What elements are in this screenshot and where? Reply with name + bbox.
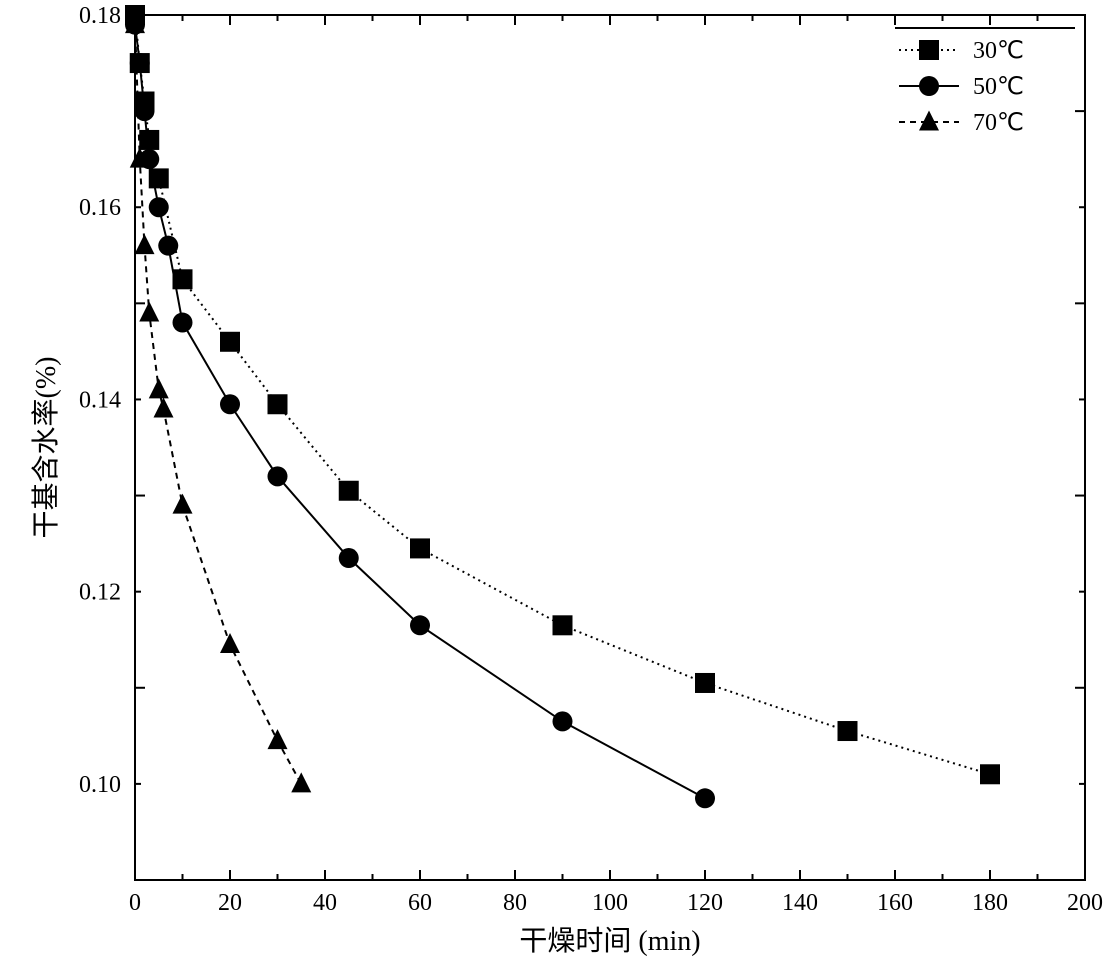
square-marker-icon <box>980 764 1000 784</box>
circle-marker-icon <box>149 197 169 217</box>
y-tick-label: 0.14 <box>79 387 121 413</box>
square-marker-icon <box>695 673 715 693</box>
x-tick-label: 80 <box>503 890 527 916</box>
square-marker-icon <box>339 481 359 501</box>
x-tick-label: 200 <box>1067 890 1103 916</box>
square-marker-icon <box>919 40 939 60</box>
x-tick-label: 60 <box>408 890 432 916</box>
square-marker-icon <box>838 721 858 741</box>
x-axis-label: 干燥时间 (min) <box>519 925 700 957</box>
square-marker-icon <box>553 615 573 635</box>
x-tick-label: 40 <box>313 890 337 916</box>
circle-marker-icon <box>339 548 359 568</box>
drying-curve-chart: 0 20 40 60 80 100 120 140 160 180 200 0.10 0.12 0.14 0… <box>0 0 1113 979</box>
y-tick-label: 0.10 <box>79 772 121 798</box>
chart-container: 0 20 40 60 80 100 120 140 160 180 200 0.10 0.12 0.14 0… <box>0 0 1113 979</box>
y-tick-label: 0.18 <box>79 3 121 29</box>
circle-marker-icon <box>553 711 573 731</box>
x-tick-label: 160 <box>877 890 913 916</box>
circle-marker-icon <box>158 236 178 256</box>
square-marker-icon <box>220 332 240 352</box>
y-tick-label: 0.16 <box>79 195 121 221</box>
x-tick-label: 140 <box>782 890 818 916</box>
y-axis-label: 干基含水率(%) <box>30 357 62 539</box>
circle-marker-icon <box>695 788 715 808</box>
square-marker-icon <box>139 130 159 150</box>
circle-marker-icon <box>220 394 240 414</box>
y-tick-label: 0.12 <box>79 580 121 606</box>
circle-marker-icon <box>919 76 939 96</box>
x-tick-label: 180 <box>972 890 1008 916</box>
circle-marker-icon <box>130 53 150 73</box>
x-tick-label: 20 <box>218 890 242 916</box>
circle-marker-icon <box>173 313 193 333</box>
legend-label: 70℃ <box>973 110 1024 136</box>
square-marker-icon <box>410 538 430 558</box>
x-tick-label: 0 <box>129 890 141 916</box>
circle-marker-icon <box>268 466 288 486</box>
square-marker-icon <box>268 394 288 414</box>
legend-label: 50℃ <box>973 74 1024 100</box>
x-tick-label: 120 <box>687 890 723 916</box>
legend-label: 30℃ <box>973 38 1024 64</box>
circle-marker-icon <box>410 615 430 635</box>
x-tick-label: 100 <box>592 890 628 916</box>
